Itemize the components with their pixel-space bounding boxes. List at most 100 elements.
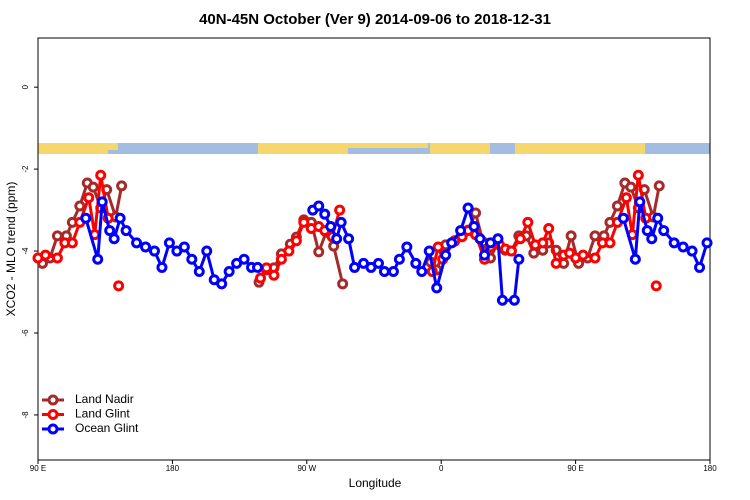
data-point bbox=[550, 257, 562, 269]
data-point bbox=[565, 230, 577, 242]
y-axis-label: XCO2 - MLO trend (ppm) bbox=[4, 182, 18, 317]
y-tick-label: -4 bbox=[21, 247, 30, 255]
data-point bbox=[186, 253, 198, 265]
x-tick-label: 180 bbox=[703, 464, 717, 473]
data-point bbox=[83, 192, 95, 204]
data-point bbox=[505, 245, 517, 257]
data-point bbox=[334, 204, 346, 216]
data-point bbox=[74, 200, 86, 212]
data-point bbox=[522, 216, 534, 228]
data-point bbox=[701, 237, 713, 249]
data-point bbox=[446, 237, 458, 249]
surface-band bbox=[38, 143, 710, 154]
data-point bbox=[331, 233, 343, 245]
data-point bbox=[432, 241, 444, 253]
data-point bbox=[378, 266, 390, 278]
data-point bbox=[611, 200, 623, 212]
data-point bbox=[508, 294, 520, 306]
data-point bbox=[393, 253, 405, 265]
data-point bbox=[39, 249, 51, 261]
legend-label: Ocean Glint bbox=[75, 421, 139, 435]
land-strip bbox=[430, 143, 490, 154]
y-tick-label: 0 bbox=[21, 84, 30, 89]
data-point bbox=[641, 225, 653, 237]
x-axis-label: Longitude bbox=[349, 476, 402, 490]
data-point bbox=[163, 237, 175, 249]
data-point bbox=[87, 181, 99, 193]
data-point bbox=[632, 169, 644, 181]
data-point bbox=[113, 280, 125, 292]
legend-marker bbox=[47, 409, 59, 420]
data-point bbox=[577, 249, 589, 261]
data-point bbox=[252, 261, 264, 273]
data-point bbox=[650, 280, 662, 292]
data-point bbox=[423, 245, 435, 257]
data-point bbox=[238, 253, 250, 265]
data-point bbox=[335, 216, 347, 228]
land-strip bbox=[258, 143, 348, 154]
x-tick-label: 90 E bbox=[567, 464, 583, 473]
data-point bbox=[474, 233, 486, 245]
data-point bbox=[513, 253, 525, 265]
data-point bbox=[617, 212, 629, 224]
data-point bbox=[178, 241, 190, 253]
data-point bbox=[156, 261, 168, 273]
data-point bbox=[604, 237, 616, 249]
data-point bbox=[589, 230, 601, 242]
y-tick-label: -6 bbox=[21, 329, 30, 337]
data-point bbox=[319, 208, 331, 220]
data-point bbox=[80, 212, 92, 224]
data-point bbox=[260, 262, 272, 274]
data-point bbox=[268, 269, 280, 281]
data-point bbox=[496, 294, 508, 306]
data-point bbox=[543, 223, 555, 235]
data-point bbox=[589, 252, 601, 264]
data-point bbox=[216, 278, 228, 290]
data-point bbox=[634, 196, 646, 208]
data-point bbox=[492, 233, 504, 245]
x-tick-label: 0 bbox=[439, 464, 444, 473]
land-strip bbox=[515, 143, 645, 154]
data-point bbox=[313, 200, 325, 212]
data-point bbox=[387, 266, 399, 278]
data-point bbox=[193, 266, 205, 278]
data-point bbox=[686, 245, 698, 257]
data-point bbox=[298, 216, 310, 228]
y-tick-label: -8 bbox=[21, 411, 30, 419]
data-point bbox=[92, 253, 104, 265]
data-point bbox=[104, 225, 116, 237]
data-point bbox=[201, 245, 213, 257]
x-tick-label: 90 W bbox=[297, 464, 316, 473]
y-tick-label: -2 bbox=[21, 165, 30, 173]
data-point bbox=[658, 225, 670, 237]
data-point bbox=[349, 261, 361, 273]
data-point bbox=[468, 220, 480, 232]
land-strip bbox=[38, 143, 108, 154]
data-point bbox=[255, 272, 267, 284]
data-point bbox=[470, 207, 482, 219]
data-point bbox=[694, 261, 706, 273]
data-point bbox=[431, 282, 443, 294]
data-point bbox=[528, 247, 540, 259]
data-point bbox=[51, 252, 63, 264]
data-point bbox=[313, 246, 325, 258]
land-strip bbox=[108, 143, 118, 150]
data-point bbox=[652, 212, 664, 224]
data-point bbox=[629, 253, 641, 265]
ocean-strip bbox=[38, 143, 710, 154]
x-tick-label: 90 E bbox=[30, 464, 46, 473]
data-point bbox=[223, 266, 235, 278]
legend-marker bbox=[47, 423, 59, 435]
data-point bbox=[120, 225, 132, 237]
data-point bbox=[283, 245, 295, 257]
data-point bbox=[140, 241, 152, 253]
legend-label: Land Nadir bbox=[75, 392, 134, 406]
x-tick-label: 180 bbox=[166, 464, 180, 473]
data-point bbox=[462, 202, 474, 214]
data-point bbox=[114, 212, 126, 224]
data-point bbox=[343, 233, 355, 245]
data-point bbox=[108, 233, 120, 245]
data-point bbox=[148, 245, 160, 257]
data-point bbox=[66, 237, 78, 249]
